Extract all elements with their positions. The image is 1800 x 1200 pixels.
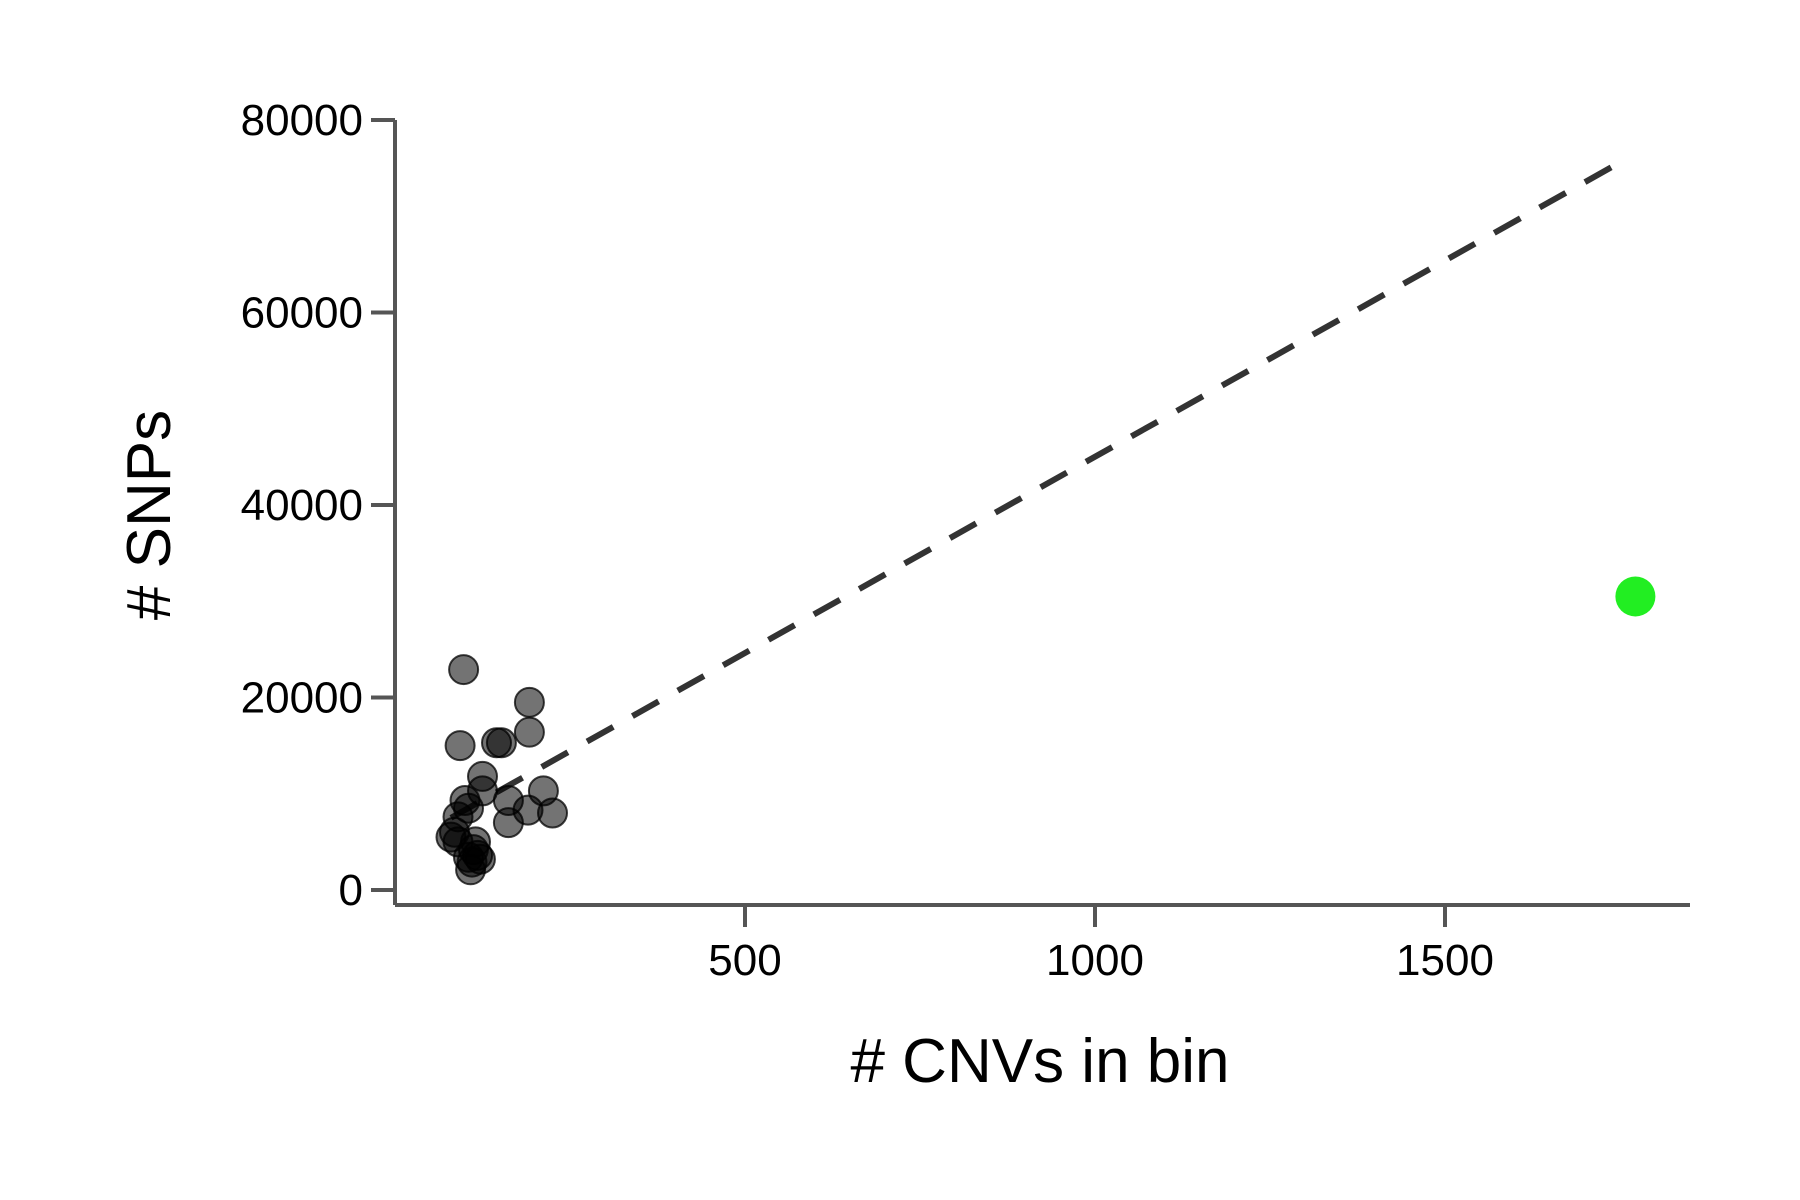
data-point xyxy=(448,654,480,686)
x-tick-label: 1500 xyxy=(1396,936,1494,985)
y-tick-label: 80000 xyxy=(241,96,363,145)
y-tick-label: 40000 xyxy=(241,481,363,530)
x-tick-label: 1000 xyxy=(1046,936,1144,985)
y-tick-label: 60000 xyxy=(241,289,363,338)
y-tick-label: 20000 xyxy=(241,674,363,723)
x-tick-label: 500 xyxy=(708,936,781,985)
y-axis: 0 20000 40000 60000 80000 xyxy=(241,96,397,915)
data-point xyxy=(485,727,517,759)
data-point xyxy=(444,730,476,762)
x-axis-title: # CNVs in bin xyxy=(850,1027,1229,1096)
y-tick-label: 0 xyxy=(339,866,363,915)
data-point xyxy=(455,854,487,886)
highlight-point xyxy=(1615,576,1656,617)
trend-line xyxy=(449,155,1629,821)
trend-layer xyxy=(449,155,1629,821)
data-point xyxy=(537,797,568,829)
data-point xyxy=(492,807,524,839)
data-point xyxy=(513,686,545,718)
y-axis-title: # SNPs xyxy=(115,410,184,620)
x-axis: 500 1000 1500 xyxy=(395,903,1690,985)
data-point xyxy=(513,716,545,748)
points-layer xyxy=(435,576,1656,886)
